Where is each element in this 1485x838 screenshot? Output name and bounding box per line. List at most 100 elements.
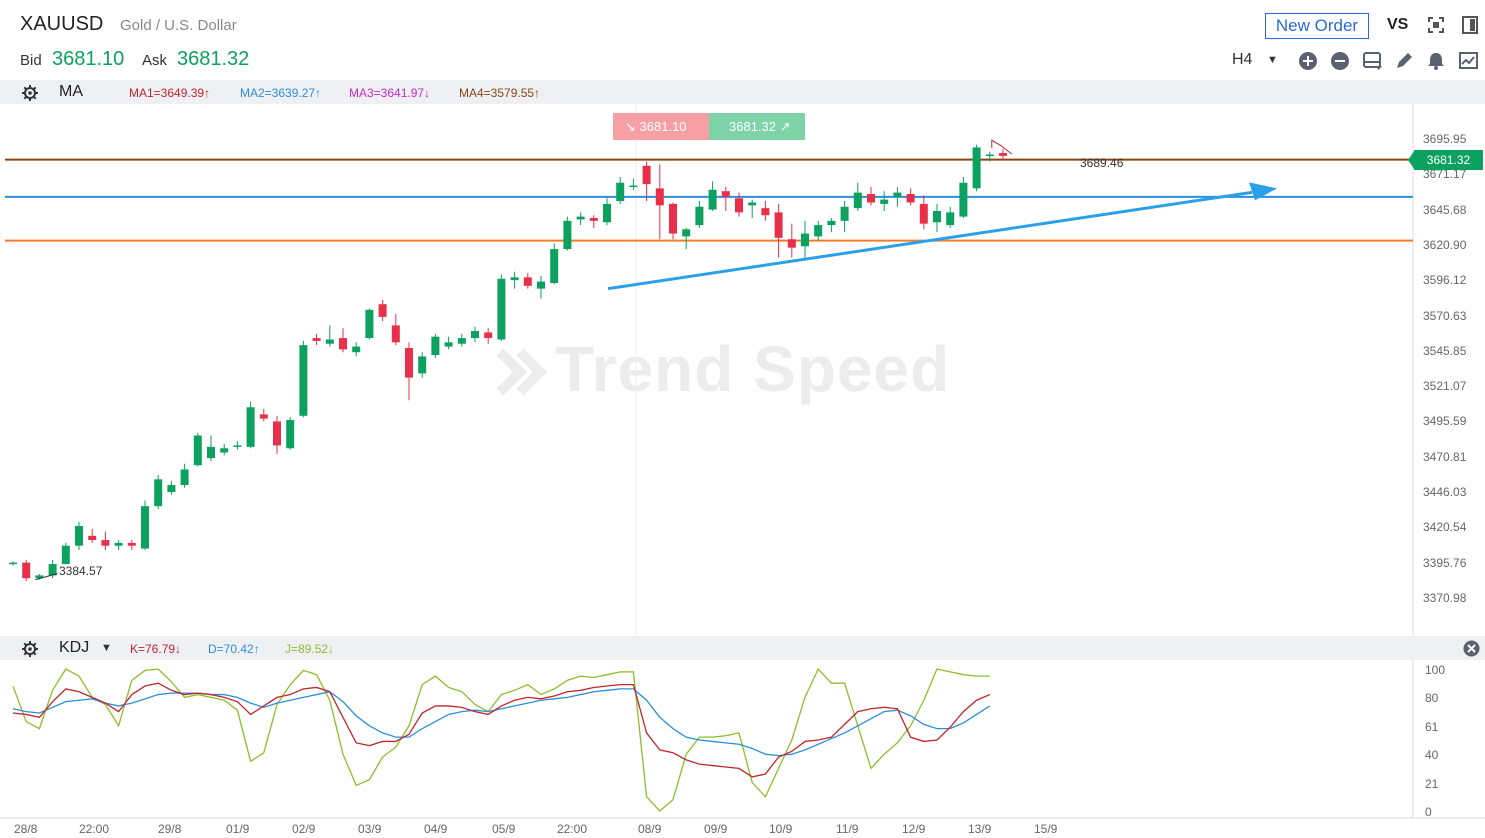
kdj-dropdown-caret-icon[interactable]: ▼: [101, 642, 112, 654]
kdj-tick-label: 100: [1425, 663, 1446, 677]
sell-quote-button[interactable]: ↘ 3681.10: [613, 113, 709, 140]
fullscreen-icon[interactable]: [1426, 15, 1446, 35]
candle-body: [339, 338, 347, 350]
candle-body: [629, 185, 638, 188]
buy-quote-button[interactable]: 3681.32 ↗: [709, 113, 805, 140]
trendline-arrowhead: [1249, 182, 1277, 201]
candle-body: [141, 506, 149, 549]
candle-body: [418, 356, 427, 374]
candle-body: [154, 479, 163, 507]
ma-settings-gear-icon[interactable]: [21, 84, 39, 102]
timeframe-select[interactable]: H4: [1232, 51, 1253, 68]
candle-body: [853, 192, 862, 209]
kdj-j-value: J=89.52↓: [285, 642, 335, 656]
candle-body: [259, 414, 268, 419]
window-icon[interactable]: [1460, 15, 1480, 35]
candle-body: [537, 281, 545, 289]
candle-body: [999, 153, 1007, 156]
ma1-value: MA1=3649.39↑: [129, 86, 211, 100]
close-kdj-icon[interactable]: [1463, 640, 1480, 657]
kdj-tick-label: 21: [1425, 776, 1439, 791]
price-tick-label: 3420.54: [1423, 520, 1467, 535]
high-flag-marker: [991, 139, 1013, 155]
ma-indicator-name[interactable]: MA: [59, 83, 83, 100]
time-tick-label: 05/9: [492, 822, 516, 836]
time-tick-label: 11/9: [836, 822, 859, 836]
kdj-tick-label: 80: [1425, 691, 1439, 706]
candle-body: [22, 562, 31, 579]
timeframe-caret-icon[interactable]: ▼: [1267, 54, 1278, 66]
vs-compare-button[interactable]: VS: [1387, 16, 1409, 33]
price-tick-label: 3695.95: [1423, 132, 1467, 146]
candle-body: [708, 189, 717, 210]
time-tick-label: 03/9: [358, 822, 382, 836]
bid-label: Bid: [20, 52, 42, 69]
candle-body: [431, 336, 440, 356]
candle-body: [616, 182, 625, 202]
candle-body: [906, 194, 915, 203]
low-marker-line: [35, 573, 58, 581]
candle-body: [946, 212, 955, 226]
chart-layout-icon[interactable]: [1362, 51, 1384, 71]
price-tick-label: 3545.85: [1423, 343, 1467, 358]
candle-body: [88, 535, 97, 541]
indicator-icon[interactable]: [1458, 51, 1480, 71]
high-price-label: 3689.46: [1080, 156, 1124, 170]
time-tick-label: 22:00: [79, 822, 110, 836]
watermark-logo-icon: [496, 348, 548, 396]
price-tick-label: 3470.81: [1423, 449, 1467, 464]
kdj-k-value: K=76.79↓: [130, 642, 182, 656]
candle-body: [774, 212, 783, 238]
candle-body: [75, 525, 83, 546]
time-tick-label: 12/9: [902, 822, 926, 836]
candle-body: [207, 446, 215, 459]
zoom-out-icon[interactable]: [1330, 51, 1350, 71]
kdj-tick-label: 40: [1425, 748, 1439, 763]
candle-body: [167, 484, 176, 493]
price-tick-label: 3671.17: [1423, 167, 1467, 182]
candle-body: [880, 199, 889, 204]
candle-body: [735, 198, 743, 213]
price-tick-label: 3495.59: [1423, 414, 1467, 429]
down-arrow-icon: ↘: [625, 119, 636, 134]
ask-label: Ask: [142, 52, 168, 69]
candle-body: [827, 220, 836, 226]
candle-body: [299, 345, 308, 416]
time-tick-label: 10/9: [769, 822, 793, 836]
candle-body: [127, 542, 136, 546]
symbol-description: Gold / U.S. Dollar: [120, 17, 237, 34]
alert-bell-icon[interactable]: [1426, 51, 1446, 71]
pencil-icon[interactable]: [1394, 51, 1414, 71]
price-tick-label: 3446.03: [1423, 485, 1467, 500]
new-order-button[interactable]: New Order: [1265, 13, 1369, 39]
candle-body: [589, 218, 598, 221]
ma3-value: MA3=3641.97↓: [349, 86, 431, 100]
time-tick-label: 29/8: [158, 822, 182, 836]
candle-body: [761, 208, 770, 216]
candle-body: [180, 469, 189, 485]
kdj-tick-label: 0: [1425, 805, 1432, 819]
ma4-value: MA4=3579.55↑: [459, 86, 541, 100]
kdj-d-value: D=70.42↑: [208, 642, 260, 656]
kdj-indicator-name[interactable]: KDJ: [59, 639, 90, 656]
time-tick-label: 22:00: [557, 822, 588, 836]
zoom-in-icon[interactable]: [1298, 51, 1318, 71]
ask-price: 3681.32: [177, 48, 250, 70]
price-tick-label: 3370.98: [1423, 591, 1467, 605]
candle-body: [273, 421, 281, 446]
candle-body: [563, 220, 572, 250]
candle-body: [959, 182, 968, 217]
current-price-tag: 3681.32: [1414, 150, 1483, 170]
candle-body: [484, 332, 493, 339]
time-tick-label: 01/9: [226, 822, 250, 836]
candle-body: [286, 420, 295, 449]
price-tick-label: 3620.90: [1423, 237, 1467, 252]
candle-body: [840, 206, 849, 221]
time-tick-label: 13/9: [968, 822, 992, 836]
candle-body: [814, 225, 823, 237]
kdj-settings-gear-icon[interactable]: [21, 640, 39, 658]
time-tick-label: 28/8: [14, 822, 38, 836]
candle-body: [352, 346, 361, 353]
candle-body: [603, 203, 611, 223]
